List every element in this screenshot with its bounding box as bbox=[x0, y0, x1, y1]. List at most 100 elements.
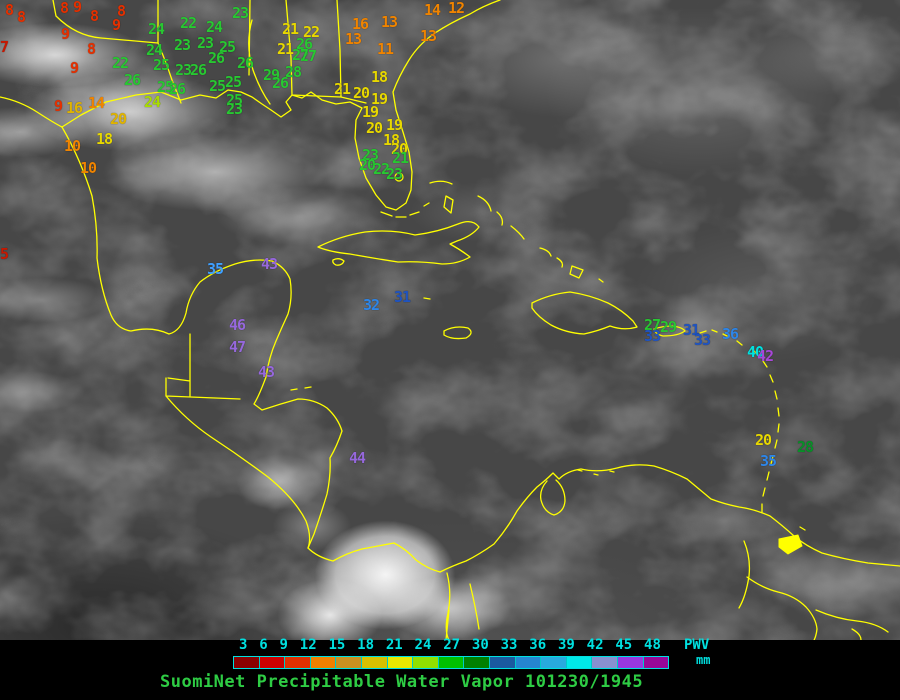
colorbar-segment bbox=[285, 657, 311, 668]
colorbar-segment bbox=[387, 657, 414, 668]
station-value: 11 bbox=[377, 40, 394, 58]
station-value: 25 bbox=[225, 73, 242, 91]
station-value: 23 bbox=[197, 34, 214, 52]
coastline-bahamas bbox=[429, 180, 604, 283]
coastline-jamaica bbox=[443, 326, 472, 340]
station-value: 22 bbox=[373, 160, 390, 178]
station-value: 25 bbox=[219, 38, 236, 56]
station-value: 8 bbox=[90, 7, 99, 25]
station-value: 20 bbox=[110, 110, 127, 128]
station-value: 22 bbox=[303, 23, 320, 41]
colorbar-segment bbox=[413, 657, 439, 668]
colorbar-tick: 6 bbox=[259, 637, 268, 653]
coastline-puerto-rico bbox=[653, 325, 686, 337]
station-value: 35 bbox=[207, 260, 224, 278]
station-value: 9 bbox=[112, 16, 121, 34]
station-value: 13 bbox=[381, 13, 398, 31]
colorbar-segment bbox=[617, 657, 644, 668]
colorbar-segment bbox=[541, 657, 567, 668]
station-value: 25 bbox=[153, 56, 170, 74]
colorbar-tick: 24 bbox=[414, 637, 432, 653]
mm-label: mm bbox=[696, 653, 711, 667]
colorbar-tick: 18 bbox=[357, 637, 375, 653]
colorbar-tick: 12 bbox=[299, 637, 317, 653]
station-value: 32 bbox=[363, 296, 380, 314]
station-value: 19 bbox=[362, 103, 379, 121]
station-value: 19 bbox=[371, 90, 388, 108]
station-value: 7 bbox=[0, 38, 9, 56]
station-value: 26 bbox=[272, 74, 289, 92]
station-value: 8 bbox=[87, 40, 96, 58]
station-value: 13 bbox=[345, 30, 362, 48]
station-value: 40 bbox=[747, 343, 764, 361]
colorbar-segment bbox=[566, 657, 593, 668]
station-value: 19 bbox=[386, 116, 403, 134]
station-value: 24 bbox=[144, 93, 161, 111]
station-value: 20 bbox=[391, 140, 408, 158]
colorbar-segment bbox=[643, 657, 669, 668]
station-value: 10 bbox=[80, 159, 97, 177]
station-value: 18 bbox=[383, 131, 400, 149]
station-value: 26 bbox=[124, 71, 141, 89]
rivers-colombia bbox=[445, 572, 480, 640]
colorbar bbox=[233, 656, 669, 669]
colorbar-segment bbox=[464, 657, 490, 668]
colorbar-segment bbox=[361, 657, 388, 668]
coastline-trinidad bbox=[778, 534, 803, 555]
coastline-hispaniola bbox=[531, 291, 638, 335]
coastline-overlay bbox=[0, 0, 900, 640]
station-value: 24 bbox=[146, 41, 163, 59]
station-value: 24 bbox=[148, 20, 165, 38]
colorbar-tick: 33 bbox=[500, 637, 518, 653]
station-value: 46 bbox=[229, 316, 246, 334]
station-value: 44 bbox=[349, 449, 366, 467]
station-value: 9 bbox=[54, 97, 63, 115]
station-value: 26 bbox=[237, 54, 254, 72]
station-value: 26 bbox=[296, 35, 313, 53]
colorbar-segment bbox=[489, 657, 516, 668]
station-value: 20 bbox=[359, 156, 376, 174]
station-value: 28 bbox=[797, 438, 814, 456]
colorbar-tick: 39 bbox=[557, 637, 575, 653]
colorbar-tick: 21 bbox=[385, 637, 403, 653]
station-value: 9 bbox=[70, 59, 79, 77]
station-value: 26 bbox=[208, 49, 225, 67]
station-value: 27 bbox=[644, 316, 661, 334]
station-value: 31 bbox=[394, 288, 411, 306]
colorbar-tick: 45 bbox=[615, 637, 633, 653]
coastline-us-southeast bbox=[61, 0, 501, 211]
station-layer: 8 8 8 9 8 8 9 9 8 9 7 9 5 16 14 20 10 18 10 16 13 13 11 13 14 12 2… bbox=[0, 0, 814, 470]
colorbar-segment bbox=[592, 657, 618, 668]
station-value: 25 bbox=[226, 91, 243, 109]
station-value: 16 bbox=[352, 15, 369, 33]
station-value: 12 bbox=[448, 0, 465, 17]
colorbar-segment bbox=[310, 657, 337, 668]
coastline-lesser-antilles bbox=[577, 329, 806, 531]
colorbar-segment bbox=[234, 657, 260, 668]
rivers-venezuela bbox=[738, 540, 889, 640]
station-value: 14 bbox=[424, 1, 441, 19]
station-value: 20 bbox=[755, 431, 772, 449]
station-value: 23 bbox=[232, 4, 249, 22]
station-value: 26 bbox=[169, 80, 186, 98]
station-value: 8 bbox=[60, 0, 69, 17]
station-value: 36 bbox=[722, 325, 739, 343]
legend-footer: 3 6 9 12 15 18 21 24 27 30 33 36 39 42 45 48 PWV mm Suo… bbox=[0, 637, 900, 700]
station-value: 18 bbox=[96, 130, 113, 148]
station-value: 35 bbox=[760, 452, 777, 470]
station-value: 29 bbox=[263, 66, 280, 84]
station-value: 10 bbox=[64, 137, 81, 155]
pwv-label: PWV bbox=[684, 637, 710, 653]
borders-guatemala-pacific-coast bbox=[165, 333, 311, 549]
station-value: 29 bbox=[660, 318, 677, 336]
station-value: 21 bbox=[277, 40, 294, 58]
station-value: 13 bbox=[420, 27, 437, 45]
station-value: 33 bbox=[694, 331, 711, 349]
colorbar-tick: 30 bbox=[471, 637, 489, 653]
station-value: 43 bbox=[258, 363, 275, 381]
station-value: 23 bbox=[362, 146, 379, 164]
station-value: 18 bbox=[371, 68, 388, 86]
station-value: 5 bbox=[0, 245, 9, 263]
colorbar-segment bbox=[259, 657, 286, 668]
